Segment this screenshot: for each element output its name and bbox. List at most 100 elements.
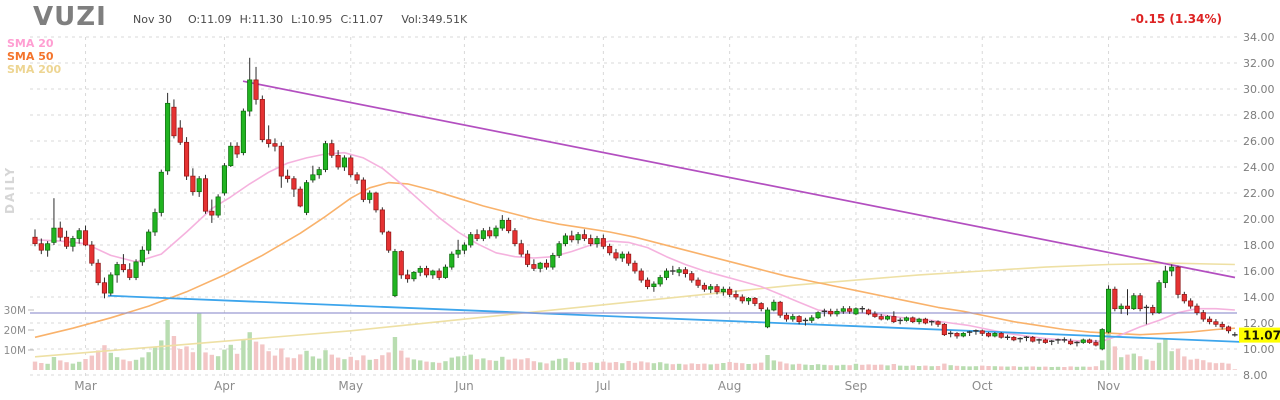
volume-bar (1087, 366, 1092, 370)
volume-bar (847, 365, 852, 370)
volume-bar (575, 362, 581, 370)
volume-bar (556, 358, 562, 370)
candle-up (158, 171, 164, 213)
candle-down (645, 279, 651, 287)
volume-bar (1232, 369, 1238, 370)
candle-up (1169, 266, 1175, 272)
volume-bar (588, 362, 593, 370)
volume-bar (266, 351, 271, 370)
candle-down (127, 269, 133, 278)
candle-down (373, 192, 379, 211)
candle-up (575, 234, 581, 241)
volume-bar (834, 365, 840, 370)
descending-resistance-trendline[interactable] (242, 80, 1236, 279)
candle-up (430, 270, 436, 276)
candle-up (165, 102, 171, 172)
candle-up (853, 308, 859, 315)
candle-down (348, 157, 354, 176)
candle-down (278, 145, 284, 177)
candle-down (1188, 300, 1194, 307)
candle-down (184, 141, 190, 177)
candle-up (449, 253, 455, 268)
candle-up (809, 317, 815, 321)
candle-up (916, 318, 922, 323)
candle-down (1087, 339, 1093, 343)
volume-bar (140, 357, 145, 370)
candle-up (1118, 305, 1124, 310)
volume-axis-label: 30M (4, 305, 26, 317)
volume-bar (1024, 366, 1029, 370)
candle-down (828, 310, 834, 315)
volume-bar (1144, 359, 1149, 370)
volume-bar (45, 363, 50, 370)
candle-up (310, 174, 316, 181)
candle-down (600, 238, 606, 247)
volume-bar (702, 363, 707, 370)
candle-down (866, 309, 872, 315)
volume-bar (209, 354, 215, 370)
candle-up (676, 269, 682, 273)
volume-bar (500, 356, 505, 370)
candle-down (739, 296, 745, 302)
volume-bar (1150, 360, 1155, 370)
volume-bar (241, 339, 246, 370)
volume-bar (108, 352, 113, 370)
volume-bar (392, 337, 398, 370)
volume-bar (121, 359, 126, 370)
volume-bar (544, 363, 549, 370)
volume-bar (1125, 354, 1130, 370)
volume-bar (1112, 346, 1118, 370)
candle-up (228, 145, 234, 167)
volume-bar (563, 358, 568, 370)
candle-down (1200, 312, 1206, 320)
volume-bar (323, 350, 328, 370)
candle-down (32, 236, 38, 245)
candle-down (1219, 323, 1225, 328)
volume-axis-label: 20M (4, 325, 26, 337)
candle-up (1105, 288, 1112, 333)
volume-bar (512, 358, 518, 370)
month-axis-label: Nov (1097, 379, 1120, 393)
candle-up (1162, 270, 1168, 284)
volume-bar (279, 348, 284, 370)
price-change-label: -0.15 (1.34%) (1130, 12, 1222, 26)
sma20-line (34, 151, 1235, 342)
candle-down (297, 188, 303, 207)
candle-up (70, 238, 76, 247)
candle-down (259, 99, 265, 141)
price-axis-label: 28.00 (1243, 109, 1275, 122)
volume-bar (752, 363, 758, 370)
candle-down (272, 143, 278, 147)
candle-up (815, 312, 821, 319)
volume-bar (828, 365, 833, 370)
candle-up (417, 268, 423, 273)
candle-up (499, 219, 505, 229)
candle-down (95, 262, 101, 284)
candle-down (569, 235, 575, 241)
volume-bar (582, 363, 587, 370)
volume-bar (247, 332, 252, 370)
candle-down (695, 279, 701, 286)
candle-down (266, 139, 272, 144)
volume-bar (809, 365, 814, 370)
candle-up (771, 301, 777, 311)
volume-bar (822, 364, 827, 370)
price-axis-label: 32.00 (1243, 57, 1275, 70)
volume-bar (923, 365, 928, 370)
candle-down (379, 209, 385, 233)
volume-bar (784, 363, 789, 370)
volume-bar (910, 365, 915, 370)
volume-bar (361, 355, 366, 370)
volume-bar (342, 359, 347, 370)
candle-down (986, 333, 992, 337)
volume-bar (399, 350, 404, 370)
candle-down (436, 270, 442, 278)
volume-bar (740, 363, 745, 370)
candle-up (480, 230, 486, 239)
volume-bar (872, 364, 878, 370)
candle-down (423, 268, 430, 276)
candle-down (543, 262, 550, 268)
descending-support-trendline[interactable] (107, 294, 1241, 343)
volume-bar (424, 361, 429, 370)
